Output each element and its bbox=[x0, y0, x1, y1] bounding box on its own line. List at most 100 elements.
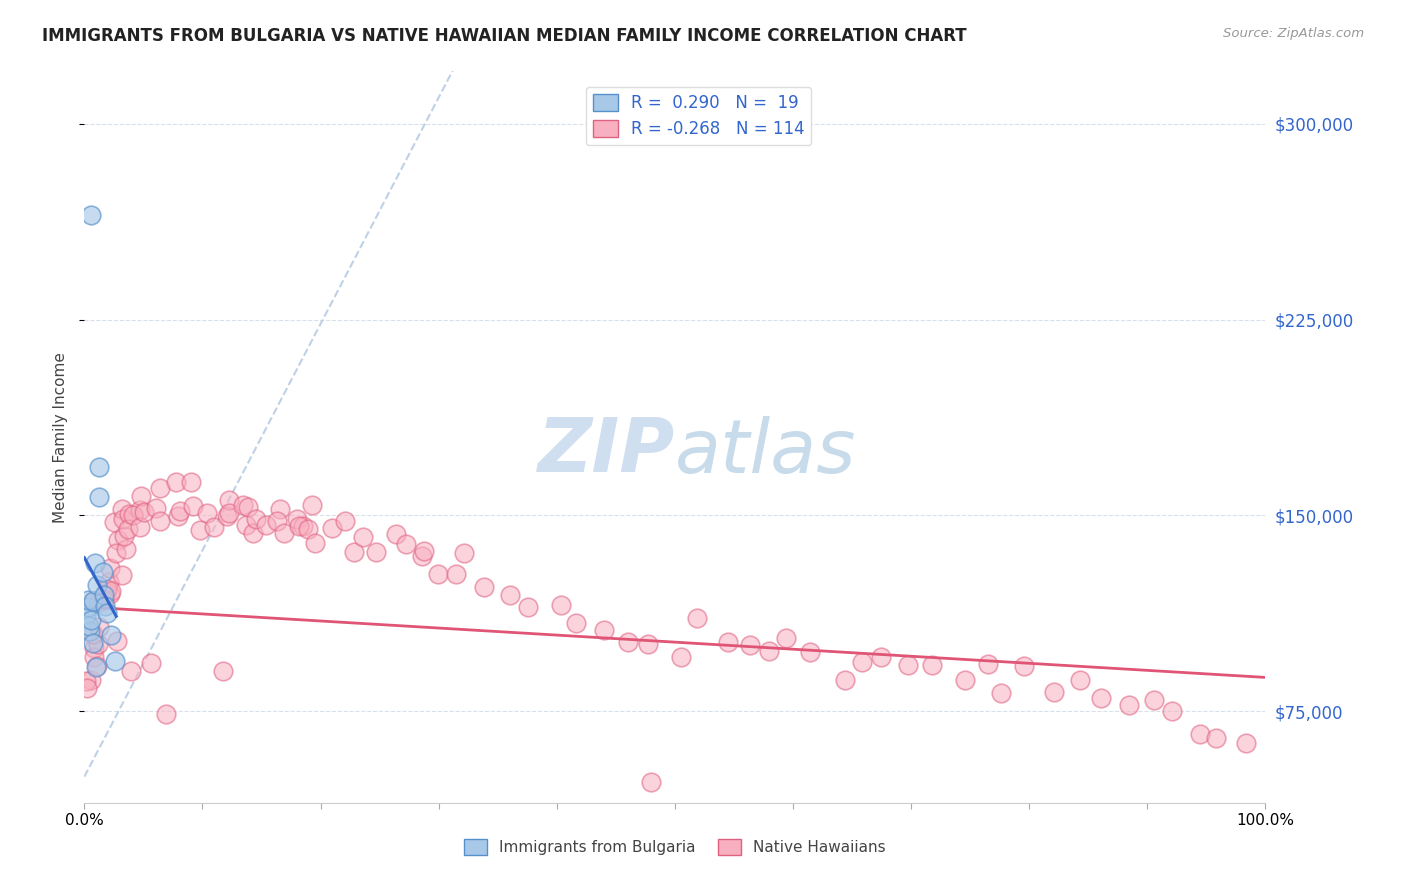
Point bbox=[83, 640, 105, 655]
Point bbox=[121, 508, 143, 523]
Point bbox=[897, 658, 920, 673]
Point bbox=[236, 500, 259, 514]
Point bbox=[218, 506, 240, 520]
Point bbox=[131, 489, 153, 503]
Point bbox=[990, 686, 1012, 700]
Point bbox=[834, 673, 856, 687]
Point bbox=[98, 561, 121, 575]
Point bbox=[235, 518, 257, 533]
Point bbox=[211, 665, 233, 679]
Point bbox=[91, 565, 114, 579]
Point bbox=[593, 623, 616, 637]
Text: Source: ZipAtlas.com: Source: ZipAtlas.com bbox=[1223, 27, 1364, 40]
Point bbox=[565, 615, 588, 630]
Point bbox=[103, 515, 125, 529]
Point bbox=[83, 594, 105, 608]
Point bbox=[180, 475, 202, 489]
Text: ZIP: ZIP bbox=[537, 415, 675, 488]
Point bbox=[87, 490, 110, 504]
Point bbox=[738, 638, 761, 652]
Point bbox=[669, 650, 692, 665]
Point bbox=[1189, 727, 1212, 741]
Point bbox=[851, 655, 873, 669]
Point bbox=[86, 578, 108, 592]
Point bbox=[89, 595, 111, 609]
Point bbox=[1234, 736, 1257, 750]
Point bbox=[921, 657, 943, 672]
Point bbox=[76, 599, 98, 614]
Point bbox=[118, 507, 141, 521]
Point bbox=[301, 498, 323, 512]
Point bbox=[100, 628, 122, 642]
Point bbox=[218, 493, 240, 508]
Point bbox=[83, 649, 105, 664]
Point bbox=[292, 518, 315, 533]
Point bbox=[86, 659, 108, 673]
Point bbox=[640, 775, 662, 789]
Point bbox=[87, 460, 110, 475]
Point bbox=[82, 594, 104, 608]
Point bbox=[105, 633, 128, 648]
Point bbox=[107, 533, 129, 547]
Point bbox=[321, 521, 343, 535]
Point bbox=[77, 619, 100, 633]
Point bbox=[775, 631, 797, 645]
Point bbox=[288, 518, 311, 533]
Point bbox=[134, 505, 156, 519]
Point bbox=[385, 526, 408, 541]
Point bbox=[799, 645, 821, 659]
Point bbox=[427, 567, 450, 582]
Point bbox=[165, 475, 187, 489]
Point bbox=[304, 536, 326, 550]
Point bbox=[128, 503, 150, 517]
Point bbox=[232, 498, 254, 512]
Point bbox=[145, 501, 167, 516]
Y-axis label: Median Family Income: Median Family Income bbox=[53, 351, 69, 523]
Point bbox=[411, 549, 433, 563]
Point bbox=[190, 523, 212, 537]
Point bbox=[686, 610, 709, 624]
Point bbox=[1118, 698, 1140, 712]
Point bbox=[953, 673, 976, 688]
Point bbox=[84, 557, 107, 571]
Point bbox=[285, 512, 308, 526]
Point bbox=[87, 637, 110, 651]
Point bbox=[80, 613, 103, 627]
Point bbox=[717, 635, 740, 649]
Point bbox=[166, 509, 188, 524]
Point bbox=[94, 599, 117, 613]
Point bbox=[617, 634, 640, 648]
Point bbox=[758, 644, 780, 658]
Point bbox=[82, 636, 104, 650]
Text: atlas: atlas bbox=[675, 416, 856, 488]
Point bbox=[366, 545, 388, 559]
Point bbox=[139, 656, 162, 670]
Legend: Immigrants from Bulgaria, Native Hawaiians: Immigrants from Bulgaria, Native Hawaiia… bbox=[457, 833, 893, 861]
Point bbox=[76, 681, 98, 695]
Point bbox=[129, 520, 152, 534]
Point bbox=[93, 593, 115, 607]
Point bbox=[80, 208, 103, 222]
Point bbox=[96, 586, 118, 600]
Point bbox=[242, 526, 264, 541]
Point bbox=[297, 522, 319, 536]
Point bbox=[269, 501, 291, 516]
Point bbox=[80, 673, 103, 687]
Point bbox=[120, 665, 142, 679]
Point bbox=[1043, 684, 1066, 698]
Point bbox=[82, 626, 104, 640]
Point bbox=[245, 512, 267, 526]
Point bbox=[79, 624, 101, 638]
Point bbox=[1160, 704, 1182, 718]
Point bbox=[444, 567, 467, 582]
Point bbox=[195, 506, 218, 520]
Point bbox=[96, 582, 118, 596]
Point bbox=[1142, 693, 1164, 707]
Point bbox=[1205, 731, 1227, 745]
Point bbox=[100, 584, 122, 599]
Point bbox=[98, 575, 121, 590]
Point bbox=[104, 654, 127, 668]
Point bbox=[100, 587, 122, 601]
Point bbox=[117, 522, 139, 536]
Point bbox=[111, 567, 134, 582]
